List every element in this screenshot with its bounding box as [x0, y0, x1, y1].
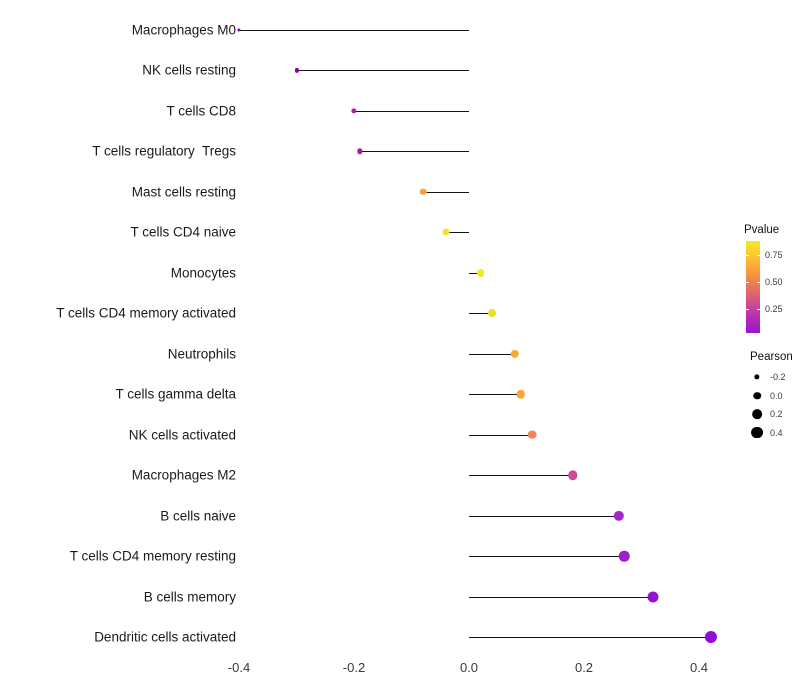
lollipop-dot	[516, 389, 525, 399]
lollipop-dot	[488, 309, 496, 318]
category-label: T cells CD4 memory resting	[69, 548, 236, 564]
lollipop-stem	[239, 30, 469, 31]
category-label: Macrophages M0	[131, 22, 236, 38]
lollipop-stem	[469, 353, 515, 355]
lollipop-dot	[510, 349, 520, 358]
pvalue-colorbar-tick-label: 0.75	[765, 250, 783, 260]
x-axis-tick-label: 0.4	[689, 660, 709, 675]
lollipop-stem	[469, 475, 573, 477]
lollipop-stem	[446, 232, 469, 234]
lollipop-dot	[442, 228, 450, 236]
lollipop-dot	[351, 108, 357, 114]
lollipop-stem	[469, 313, 492, 315]
lollipop-stem	[469, 515, 619, 517]
pearson-size-legend-dot	[753, 391, 761, 400]
x-axis-tick-label: 0.0	[459, 660, 479, 675]
pvalue-colorbar-tick-label: 0.50	[765, 277, 783, 287]
lollipop-dot	[294, 68, 299, 73]
pvalue-colorbar	[746, 241, 760, 333]
x-axis-tick-label: 0.2	[574, 660, 594, 675]
pearson-size-legend-label: 0.0	[770, 390, 783, 401]
lollipop-dot	[613, 510, 624, 521]
colorbar-tick-mark	[757, 309, 760, 310]
lollipop-dot	[567, 470, 578, 480]
lollipop-dot	[704, 630, 717, 644]
colorbar-tick-mark	[746, 282, 749, 283]
lollipop-stem	[423, 191, 469, 193]
category-label: NK cells activated	[128, 426, 236, 442]
category-label: Neutrophils	[167, 346, 236, 361]
category-label: T cells CD4 memory activated	[56, 305, 236, 321]
pvalue-colorbar-tick-label: 0.25	[765, 304, 783, 314]
lollipop-stem	[296, 70, 469, 72]
lollipop-dot	[527, 430, 537, 440]
pearson-size-legend-dot	[754, 374, 760, 380]
category-label: NK cells resting	[142, 62, 236, 78]
category-label: T cells CD8	[166, 103, 236, 119]
category-label: Macrophages M2	[131, 467, 236, 483]
x-axis-tick-label: -0.4	[227, 660, 251, 675]
lollipop-stem	[469, 394, 521, 396]
category-label: B cells naive	[160, 507, 236, 523]
colorbar-tick-mark	[746, 309, 749, 310]
lollipop-stem	[354, 110, 469, 112]
colorbar-tick-mark	[757, 282, 760, 283]
pvalue-legend-title: Pvalue	[744, 224, 780, 236]
category-label: Monocytes	[170, 265, 236, 281]
lollipop-stem	[359, 151, 469, 153]
pearson-size-legend-dot	[751, 426, 763, 439]
lollipop-stem	[469, 637, 711, 639]
category-label: T cells CD4 naive	[130, 224, 236, 240]
lollipop-stem	[469, 596, 653, 598]
category-label: T cells regulatory Tregs	[92, 143, 236, 159]
lollipop-dot	[237, 28, 241, 32]
pearson-size-legend-dot	[752, 409, 762, 419]
category-label: Mast cells resting	[131, 184, 236, 200]
pearson-size-legend-label: 0.2	[770, 409, 783, 419]
lollipop-dot	[357, 148, 363, 155]
x-axis-tick-label: -0.2	[342, 660, 366, 675]
pearson-size-legend-label: 0.4	[770, 427, 783, 438]
lollipop-dot	[619, 550, 630, 562]
lollipop-dot	[647, 591, 659, 603]
category-label: Dendritic cells activated	[94, 629, 236, 645]
colorbar-tick-mark	[757, 255, 760, 256]
lollipop-stem	[469, 272, 481, 274]
lollipop-dot	[476, 268, 485, 277]
category-label: T cells gamma delta	[115, 386, 236, 402]
lollipop-stem	[469, 556, 625, 558]
colorbar-tick-mark	[746, 255, 749, 256]
lollipop-stem	[469, 434, 533, 436]
category-label: B cells memory	[143, 588, 236, 604]
pearson-size-legend-label: -0.2	[770, 372, 786, 382]
lollipop-dot	[419, 188, 427, 196]
pearson-legend-title: Pearson	[750, 351, 793, 363]
